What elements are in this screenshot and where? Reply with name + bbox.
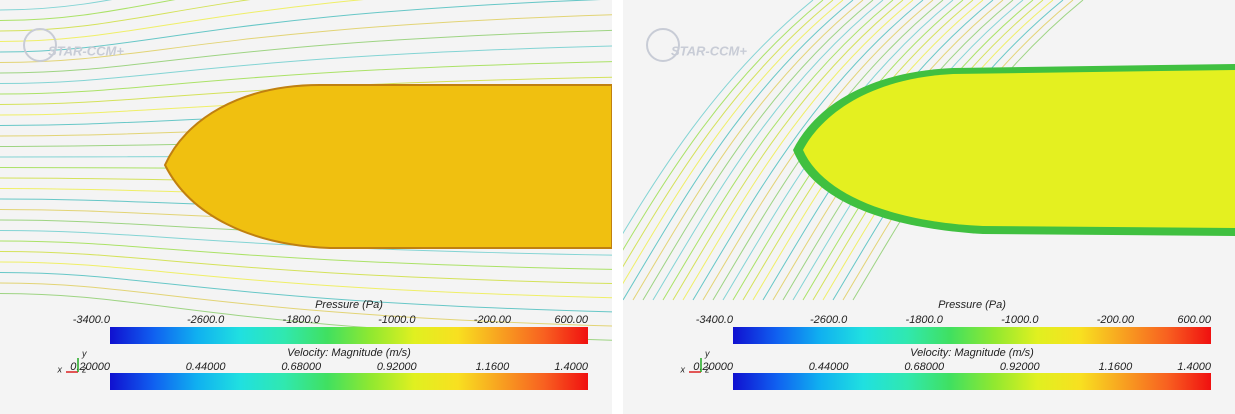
velocity-tick-label: 0.20000 [693, 361, 734, 373]
velocity-tick-label: 0.68000 [904, 361, 945, 373]
pressure-tick-label: -2600.0 [187, 314, 225, 326]
pressure-colorbar [733, 327, 1211, 344]
pressure-tick-label: -200.00 [1097, 314, 1135, 326]
axis-label: z [81, 364, 87, 374]
velocity-tick-label: 0.44000 [186, 361, 227, 373]
velocity-colorbar [110, 373, 588, 390]
page: STAR-CCM+ Pressure (Pa) -3400.0 -2600.0 -180… [0, 0, 1235, 414]
pressure-tick-label: -3400.0 [73, 314, 111, 326]
pressure-tick-label: -3400.0 [696, 314, 734, 326]
axis-label: y [704, 348, 710, 358]
pressure-title: Pressure (Pa) [938, 299, 1006, 311]
velocity-title: Velocity: Magnitude (m/s) [910, 347, 1034, 359]
pressure-title: Pressure (Pa) [315, 299, 383, 311]
panel-left: STAR-CCM+ Pressure (Pa) -3400.0 -2600.0 -180… [0, 0, 612, 414]
pressure-tick-label: -1800.0 [283, 314, 321, 326]
velocity-tick-label: 0.68000 [281, 361, 322, 373]
pressure-colorbar [110, 327, 588, 344]
velocity-title: Velocity: Magnitude (m/s) [287, 347, 411, 359]
velocity-tick-label: 1.4000 [554, 361, 589, 373]
velocity-tick-label: 0.92000 [377, 361, 418, 373]
logo-text: STAR-CCM+ [48, 43, 124, 58]
logo-text: STAR-CCM+ [671, 43, 747, 58]
velocity-tick-label: 1.1600 [1099, 361, 1134, 373]
velocity-tick-label: 1.4000 [1177, 361, 1212, 373]
pressure-tick-label: -1000.0 [1001, 314, 1039, 326]
velocity-tick-label: 0.20000 [70, 361, 111, 373]
axis-label: x [57, 364, 63, 374]
pressure-tick-label: -1000.0 [378, 314, 416, 326]
axis-label: z [704, 364, 710, 374]
velocity-colorbar [733, 373, 1211, 390]
pressure-tick-label: -2600.0 [810, 314, 848, 326]
velocity-tick-label: 0.92000 [1000, 361, 1041, 373]
velocity-tick-label: 1.1600 [476, 361, 511, 373]
velocity-tick-label: 0.44000 [809, 361, 850, 373]
panel-right: STAR-CCM+ Pressure (Pa) -3400.0 -2600.0 -180… [623, 0, 1235, 414]
pressure-tick-label: -1800.0 [906, 314, 944, 326]
hull [165, 85, 612, 248]
pressure-tick-label: -200.00 [474, 314, 512, 326]
pressure-tick-label: 600.00 [1177, 314, 1212, 326]
axis-label: y [81, 348, 87, 358]
axis-label: x [680, 364, 686, 374]
pressure-tick-label: 600.00 [554, 314, 589, 326]
